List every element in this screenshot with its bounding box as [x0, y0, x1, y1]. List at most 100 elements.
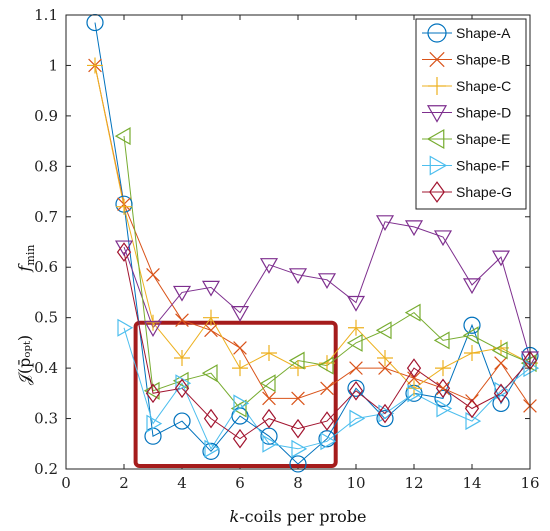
marker-diamond	[232, 428, 248, 449]
marker-circle	[434, 389, 452, 407]
marker-plus	[116, 198, 132, 215]
marker-diamond	[493, 383, 509, 404]
marker-diamond	[429, 181, 445, 203]
legend-entry-shape-c: Shape-C	[422, 77, 511, 95]
x-tick-label: 16	[520, 474, 539, 492]
marker-triangle-left	[288, 351, 305, 370]
x-tick-label: 6	[235, 474, 245, 492]
x-tick-labels: 0 2 4 6 8 10 12 14 16	[61, 474, 539, 492]
x-tick-label: 4	[177, 474, 187, 492]
series-line-shape-f	[123, 327, 531, 450]
marker-triangle-down	[288, 268, 308, 284]
marker-triangle-left	[230, 399, 247, 418]
marker-triangle-right	[175, 374, 192, 393]
marker-diamond	[145, 383, 161, 404]
series-line-shape-g	[123, 251, 531, 440]
series-line-shape-d	[123, 221, 531, 359]
marker-triangle-left	[346, 333, 363, 352]
marker-circle	[427, 23, 447, 43]
marker-triangle-down	[433, 230, 453, 247]
marker-plus	[435, 360, 451, 377]
marker-triangle-right	[349, 409, 366, 428]
y-tick-label: 0.2	[34, 460, 58, 478]
marker-triangle-right	[320, 432, 337, 451]
marker-triangle-left	[491, 341, 508, 360]
marker-x	[349, 361, 363, 375]
marker-triangle-left	[259, 374, 276, 393]
marker-triangle-left	[433, 331, 450, 350]
marker-triangle-right	[262, 434, 279, 453]
x-axis-label: k-coils per probe	[230, 507, 367, 526]
marker-plus	[319, 355, 335, 372]
marker-triangle-left	[404, 303, 421, 322]
highlight-box	[133, 320, 338, 469]
marker-diamond	[116, 242, 132, 262]
legend-label: Shape-E	[456, 131, 510, 147]
marker-triangle-left	[172, 371, 189, 390]
marker-triangle-down	[317, 273, 337, 290]
marker-plus	[232, 360, 248, 377]
series-markers	[86, 13, 540, 473]
marker-triangle-right	[465, 412, 482, 431]
marker-x	[407, 371, 421, 386]
marker-triangle-down	[172, 285, 192, 302]
marker-circle	[289, 455, 307, 473]
marker-circle	[173, 412, 191, 430]
marker-plus	[261, 344, 277, 361]
marker-plus	[464, 344, 480, 361]
y-tick-label: 0.9	[34, 107, 58, 125]
legend-entry-shape-f: Shape-F	[422, 155, 510, 176]
legend-box	[415, 18, 527, 210]
marker-triangle-down	[491, 250, 511, 267]
marker-plus	[377, 350, 393, 367]
marker-x	[175, 313, 189, 328]
x-tick-label: 8	[293, 474, 303, 492]
legend-entry-shape-e: Shape-E	[422, 128, 510, 150]
marker-triangle-right	[523, 359, 540, 378]
marker-diamond	[203, 408, 219, 429]
marker-plus	[348, 319, 364, 336]
x-tick-label: 10	[346, 474, 365, 492]
marker-triangle-left	[375, 321, 392, 340]
marker-triangle-left	[462, 326, 479, 345]
series-markers-shape-b	[88, 58, 537, 413]
marker-diamond	[348, 380, 364, 401]
fmin-main: f	[15, 262, 34, 272]
marker-x	[320, 381, 334, 396]
y-tick-label: 0.8	[34, 157, 58, 175]
legend-label: Shape-F	[456, 158, 510, 174]
marker-plus	[145, 314, 161, 331]
y-axis-label-fmin: fmin	[15, 245, 37, 273]
marker-triangle-left	[317, 356, 334, 375]
series-markers-shape-f	[117, 318, 540, 458]
marker-triangle-right	[146, 414, 163, 433]
x-axis-label-rest: -coils per probe	[239, 507, 366, 526]
marker-circle	[376, 409, 394, 428]
marker-x	[146, 267, 160, 282]
legend-label: Shape-A	[456, 25, 511, 41]
marker-triangle-left	[201, 364, 218, 383]
marker-plus	[493, 339, 509, 356]
plot-frame	[65, 14, 531, 470]
y-tick-label: 0.6	[34, 258, 58, 276]
marker-x	[204, 323, 218, 338]
marker-triangle-right	[233, 394, 250, 413]
marker-triangle-down	[346, 295, 366, 312]
marker-diamond	[406, 358, 422, 378]
marker-diamond	[377, 403, 393, 424]
marker-diamond	[261, 408, 277, 429]
y-axis-label-math: 𝒥(p̄ₒₚₜ)	[15, 335, 34, 385]
marker-plus	[428, 77, 446, 95]
legend-entry-shape-b: Shape-B	[422, 52, 510, 68]
legend-entry-shape-g: Shape-G	[422, 181, 512, 203]
marker-triangle-right	[436, 399, 453, 418]
y-tick-labels: 0.2 0.3 0.4 0.5 0.6 0.7 0.8 0.9 1 1.1	[34, 6, 58, 478]
series-line-shape-c	[94, 65, 531, 389]
marker-triangle-right	[117, 318, 134, 337]
marker-triangle-left	[426, 128, 445, 150]
fmin-sub: min	[24, 245, 37, 266]
marker-plus	[203, 309, 219, 326]
y-tick-label: 0.3	[34, 410, 58, 428]
legend: Shape-A Shape-B Shape-C Shape-D Shape-E Shape…	[415, 18, 527, 210]
marker-x	[429, 51, 445, 68]
